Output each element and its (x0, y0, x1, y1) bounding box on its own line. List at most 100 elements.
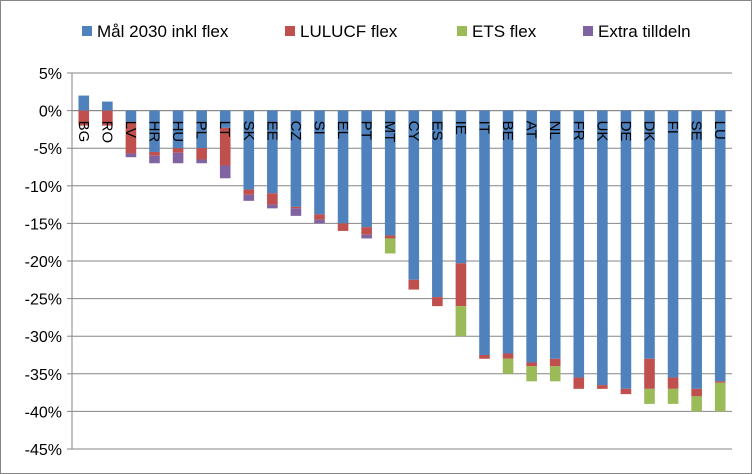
category-label: IE (452, 121, 469, 135)
bar-LU-series-1 (714, 381, 726, 383)
legend-swatch-3 (583, 26, 593, 36)
y-tick-label: 5% (39, 66, 62, 83)
bar-PT-series-3 (361, 234, 372, 239)
bar-SK-series-0 (243, 110, 255, 190)
category-label: BE (499, 121, 516, 141)
bar-NL-series-0 (549, 110, 561, 359)
bar-DK-series-1 (644, 358, 655, 389)
category-label: RO (98, 121, 115, 144)
bar-IE-series-1 (455, 263, 467, 307)
category-label: LT (216, 121, 233, 137)
bar-LT-series-1 (219, 127, 231, 166)
bar-HU-series-1 (172, 148, 184, 153)
bar-LV-series-0 (125, 110, 137, 122)
bar-FR-series-1 (573, 377, 585, 389)
bar-IT-series-1 (479, 355, 490, 359)
axes: 5% 0% -5% -10% -15% -20% -25% -30% -35% -40% -45% (25, 66, 732, 459)
bar-LU-series-0 (714, 110, 726, 382)
category-label: DK (641, 121, 658, 142)
bar-DK-series-0 (644, 110, 655, 359)
bar-MT-series-0 (384, 110, 396, 236)
bar-FI-series-0 (667, 110, 679, 378)
bar-EE-series-3 (267, 204, 278, 209)
bar-LT-series-0 (219, 110, 231, 128)
y-tick-label: -25% (25, 292, 62, 309)
category-label: NL (546, 121, 563, 140)
bar-PT-series-0 (361, 110, 372, 228)
bar-LV-series-1 (125, 121, 137, 154)
bar-SE-series-0 (691, 110, 702, 389)
y-tick-label: -45% (25, 442, 62, 459)
category-label: ES (428, 121, 445, 141)
bar-BE-series-2 (502, 358, 514, 374)
bar-UK-series-1 (597, 385, 608, 389)
category-label: AT (523, 121, 540, 139)
bar-CZ-series-1 (290, 206, 302, 209)
bar-RO-series-0 (102, 101, 113, 111)
bar-IE-series-2 (455, 306, 467, 337)
bar-HR-series-3 (149, 155, 160, 164)
y-tick-label: -20% (25, 254, 62, 271)
bar-AT-series-2 (526, 366, 537, 382)
category-label: EE (263, 121, 280, 141)
bar-IE-series-0 (455, 110, 467, 264)
bar-BE-series-0 (502, 110, 514, 354)
bar-DE-series-1 (620, 388, 632, 395)
bar-DK-series-2 (644, 388, 655, 404)
category-label: EL (334, 121, 351, 139)
category-labels: BG RO LV HR HU PL LT SK EE CZ SI EL PT MT CY ES IE IT BE AT… (75, 121, 728, 144)
y-tick-label: -30% (25, 329, 62, 346)
y-tick-label: 0% (39, 104, 62, 121)
legend-label-1: LULUCF flex (300, 22, 398, 41)
bar-SI-series-0 (314, 110, 325, 215)
bar-FR-series-0 (573, 110, 585, 378)
category-label: DE (617, 121, 634, 142)
bar-PT-series-1 (361, 227, 372, 235)
bar-PL-series-1 (196, 148, 207, 160)
category-label: HU (169, 121, 186, 143)
y-tick-label: -15% (25, 216, 62, 233)
bar-FI-series-2 (667, 388, 679, 404)
legend-label-2: ETS flex (472, 22, 537, 41)
bar-EE-series-0 (267, 110, 278, 194)
category-label: PL (193, 121, 210, 139)
category-label: IT (476, 121, 493, 134)
bar-FI-series-1 (667, 377, 679, 389)
bar-CZ-series-0 (290, 110, 302, 207)
category-label: CZ (287, 121, 304, 141)
y-tick-label: -10% (25, 179, 62, 196)
y-tick-label: -35% (25, 367, 62, 384)
category-label: SK (240, 121, 257, 141)
legend: Mål 2030 inkl flex LULUCF flex ETS flex Ext… (82, 22, 691, 41)
bar-CY-series-0 (408, 110, 420, 280)
bar-PL-series-0 (196, 110, 207, 149)
bar-BG-series-0 (78, 95, 90, 111)
bar-DE-series-0 (620, 110, 632, 389)
bar-BG-series-1 (78, 110, 90, 126)
bar-HR-series-0 (149, 110, 160, 152)
bar-SK-series-3 (243, 194, 255, 201)
bar-EL-series-1 (337, 223, 349, 231)
bar-HR-series-1 (149, 151, 160, 156)
bar-SI-series-1 (314, 214, 325, 220)
category-label: SI (311, 121, 328, 135)
bar-SE-series-2 (691, 396, 702, 412)
bar-RO-series-1 (102, 110, 113, 126)
category-label: LV (122, 121, 139, 138)
category-label: HR (146, 121, 163, 143)
bar-CZ-series-3 (290, 208, 302, 216)
bar-EL-series-0 (337, 110, 349, 224)
bar-MT-series-1 (384, 235, 396, 239)
category-label: MT (381, 121, 398, 143)
bar-ES-series-1 (432, 297, 443, 307)
category-label: UK (593, 121, 610, 142)
bar-UK-series-0 (597, 110, 608, 386)
bar-LV-series-3 (125, 153, 137, 158)
legend-label-0: Mål 2030 inkl flex (97, 22, 229, 41)
bar-AT-series-0 (526, 110, 537, 363)
bar-SE-series-1 (691, 388, 702, 397)
bar-SI-series-3 (314, 219, 325, 224)
y-tick-label: -40% (25, 404, 62, 421)
category-label: BG (75, 121, 92, 143)
bar-NL-series-1 (549, 358, 561, 367)
